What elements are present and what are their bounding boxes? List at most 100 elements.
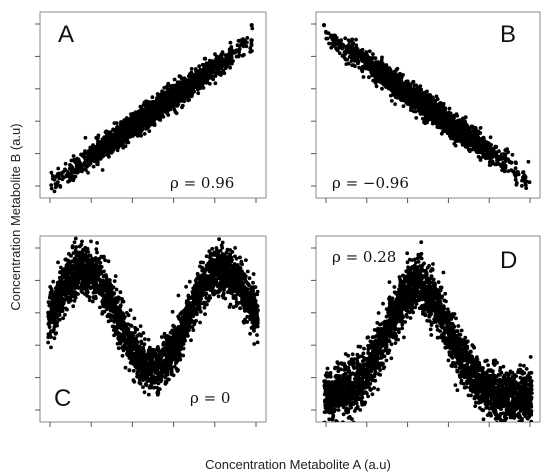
data-point	[164, 106, 169, 111]
data-point	[411, 80, 415, 84]
data-point	[467, 148, 472, 152]
data-point	[155, 385, 159, 390]
data-point	[216, 66, 220, 71]
data-point	[439, 114, 443, 119]
data-point	[140, 127, 145, 132]
data-point	[521, 174, 526, 179]
data-point	[343, 57, 348, 62]
data-point	[113, 145, 118, 150]
data-point	[108, 132, 113, 137]
data-point	[445, 116, 450, 121]
data-point	[71, 154, 76, 158]
data-point	[49, 183, 54, 188]
panel-b: Bρ = −0.96	[311, 11, 541, 203]
data-point	[476, 137, 481, 142]
data-point	[403, 81, 408, 86]
data-point	[422, 100, 427, 105]
data-point	[409, 108, 413, 112]
data-point	[98, 148, 103, 152]
data-point	[336, 41, 340, 46]
data-point	[61, 316, 65, 321]
data-point	[134, 122, 139, 127]
data-point	[427, 110, 431, 114]
data-point	[486, 141, 490, 146]
data-point	[394, 81, 399, 86]
data-point	[361, 75, 366, 79]
data-point	[228, 40, 233, 45]
data-point	[115, 132, 119, 137]
data-point	[128, 129, 133, 134]
data-point	[494, 150, 499, 155]
data-point	[511, 169, 515, 174]
data-point	[458, 118, 462, 123]
data-point	[169, 85, 174, 90]
data-point	[134, 113, 138, 118]
data-point	[354, 50, 359, 54]
data-point	[370, 73, 375, 78]
data-point	[477, 146, 482, 150]
data-point	[214, 59, 219, 64]
data-point	[380, 67, 384, 72]
data-point	[415, 103, 420, 107]
data-point	[252, 342, 257, 346]
data-point	[226, 59, 231, 64]
data-point	[424, 95, 429, 100]
data-point	[484, 152, 489, 157]
data-point	[202, 75, 207, 80]
data-point	[186, 98, 191, 103]
data-point	[399, 75, 404, 80]
data-point	[419, 96, 424, 101]
data-point	[469, 137, 474, 142]
data-point	[378, 74, 383, 79]
data-point	[321, 23, 327, 28]
data-point	[213, 74, 218, 78]
data-point	[331, 44, 336, 48]
data-point	[159, 92, 164, 97]
data-point	[63, 167, 67, 172]
data-point	[489, 155, 494, 160]
data-point	[403, 96, 407, 101]
data-point	[173, 110, 178, 114]
data-point	[67, 175, 72, 180]
data-point	[186, 82, 191, 87]
data-point	[392, 74, 397, 79]
data-point	[178, 74, 183, 79]
data-point	[174, 88, 179, 93]
data-point	[503, 148, 508, 153]
data-point	[240, 53, 245, 58]
data-point	[113, 142, 118, 146]
data-point	[196, 91, 201, 96]
data-point	[249, 38, 254, 43]
data-point	[124, 140, 129, 145]
data-point	[443, 122, 447, 126]
data-point	[229, 48, 234, 53]
data-point	[145, 99, 150, 104]
data-point	[335, 38, 340, 43]
data-point	[399, 83, 403, 88]
data-point	[91, 164, 96, 169]
data-point	[415, 91, 420, 95]
data-point	[423, 110, 427, 115]
data-point	[428, 96, 432, 101]
data-point	[63, 161, 68, 166]
data-point	[234, 54, 239, 59]
data-point	[245, 40, 249, 45]
data-point	[193, 67, 198, 71]
data-point	[150, 114, 155, 118]
data-point	[148, 110, 152, 115]
data-point	[385, 68, 390, 72]
data-point	[100, 168, 105, 172]
data-point	[392, 87, 397, 91]
data-point	[463, 119, 467, 124]
data-point	[519, 184, 524, 188]
data-point	[327, 41, 331, 46]
data-point	[60, 177, 65, 182]
data-point	[419, 105, 424, 110]
data-point	[358, 53, 363, 57]
data-point	[399, 92, 403, 96]
data-point	[349, 51, 354, 56]
data-point	[175, 95, 180, 100]
data-point	[506, 150, 510, 155]
data-point	[142, 132, 147, 136]
data-point	[470, 132, 475, 137]
